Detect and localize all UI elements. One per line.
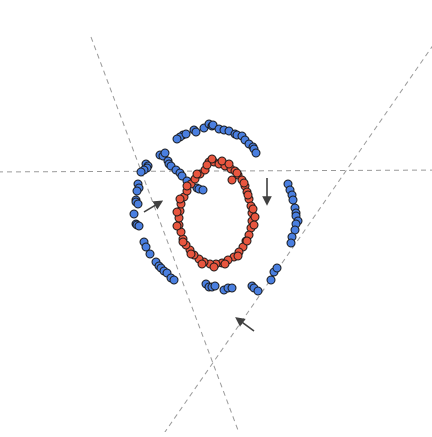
outer-point — [129, 209, 139, 219]
inner-point — [192, 169, 202, 179]
outer-point — [227, 283, 237, 293]
inner-point — [172, 221, 182, 231]
separator-line-1 — [90, 36, 242, 437]
normal-arrow-1 — [143, 200, 164, 213]
separator-lines — [0, 36, 432, 437]
inner-point — [250, 212, 260, 222]
outer-point — [210, 281, 220, 291]
outer-point — [134, 221, 144, 231]
inner-ring-points — [172, 154, 260, 272]
inner-point — [239, 178, 249, 188]
inner-point — [243, 190, 253, 200]
inner-point — [248, 204, 258, 214]
outer-point — [266, 275, 276, 285]
inner-point — [232, 168, 242, 178]
inner-point — [209, 262, 219, 272]
inner-point — [249, 220, 259, 230]
inner-point — [220, 259, 230, 269]
outer-point — [181, 129, 191, 139]
separator-line-3 — [160, 45, 432, 437]
outer-point — [198, 185, 208, 195]
inner-point — [227, 175, 237, 185]
inner-point — [224, 159, 234, 169]
inner-point — [233, 251, 243, 261]
outer-ring-points — [129, 119, 303, 296]
outer-point — [286, 238, 296, 248]
inner-point — [242, 236, 252, 246]
inner-point — [197, 259, 207, 269]
outer-point — [253, 286, 263, 296]
separator-line-2 — [0, 169, 432, 173]
outer-point — [133, 199, 143, 209]
inner-point — [175, 194, 185, 204]
outer-point — [251, 148, 261, 158]
outer-point — [172, 134, 182, 144]
outer-point — [136, 167, 146, 177]
outer-point — [145, 249, 155, 259]
outer-point — [160, 148, 170, 158]
inner-point — [207, 154, 217, 164]
inner-point — [202, 160, 212, 170]
outer-point — [191, 127, 201, 137]
inner-point — [182, 181, 192, 191]
inner-point — [178, 237, 188, 247]
outer-point — [169, 275, 179, 285]
outer-point — [272, 263, 282, 273]
inner-point — [186, 249, 196, 259]
outer-point — [141, 242, 151, 252]
normal-arrow-3 — [235, 317, 255, 332]
outer-point — [132, 186, 142, 196]
inner-point — [172, 207, 182, 217]
outer-point — [288, 195, 298, 205]
normal-arrows — [143, 178, 272, 332]
